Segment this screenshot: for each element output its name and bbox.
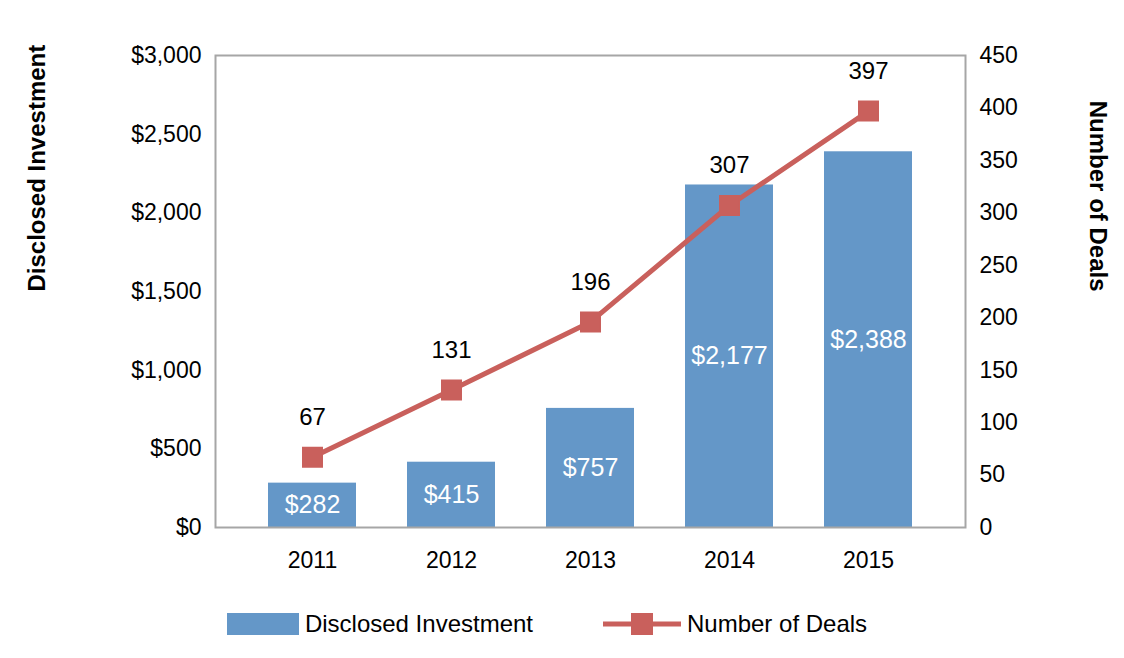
svg-text:397: 397 <box>848 57 888 84</box>
svg-text:307: 307 <box>709 151 749 178</box>
svg-text:200: 200 <box>980 304 1018 330</box>
svg-text:350: 350 <box>980 147 1018 173</box>
svg-text:$415: $415 <box>424 480 480 508</box>
svg-text:0: 0 <box>980 514 993 540</box>
html-text:Disclosed Investment: Disclosed Investment <box>304 610 533 637</box>
html-text:Number of Deals: Number of Deals <box>687 610 868 637</box>
svg-text:300: 300 <box>980 199 1018 225</box>
svg-text:2013: 2013 <box>565 547 616 573</box>
svg-text:$757: $757 <box>563 453 619 481</box>
svg-text:$500: $500 <box>150 435 201 461</box>
svg-text:Disclosed Investment: Disclosed Investment <box>23 45 50 292</box>
svg-text:131: 131 <box>431 336 471 363</box>
svg-text:67: 67 <box>299 403 326 430</box>
svg-text:2011: 2011 <box>288 547 337 573</box>
svg-text:2012: 2012 <box>426 547 477 573</box>
svg-text:$3,000: $3,000 <box>131 42 201 68</box>
svg-text:$282: $282 <box>285 490 341 518</box>
svg-text:$2,177: $2,177 <box>691 341 767 369</box>
svg-text:2014: 2014 <box>704 547 755 573</box>
svg-text:150: 150 <box>980 357 1018 383</box>
svg-text:196: 196 <box>570 268 610 295</box>
svg-text:$2,388: $2,388 <box>830 325 906 353</box>
svg-text:$2,500: $2,500 <box>131 121 201 147</box>
svg-text:2015: 2015 <box>843 547 894 573</box>
svg-text:$1,000: $1,000 <box>131 357 201 383</box>
svg-text:$1,500: $1,500 <box>131 278 201 304</box>
svg-text:400: 400 <box>980 94 1018 120</box>
svg-text:50: 50 <box>980 461 1006 487</box>
svg-text:450: 450 <box>980 42 1018 68</box>
svg-text:$0: $0 <box>176 514 202 540</box>
svg-text:250: 250 <box>980 252 1018 278</box>
svg-text:Number of Deals: Number of Deals <box>1085 101 1112 292</box>
svg-text:100: 100 <box>980 409 1018 435</box>
svg-text:$2,000: $2,000 <box>131 199 201 225</box>
